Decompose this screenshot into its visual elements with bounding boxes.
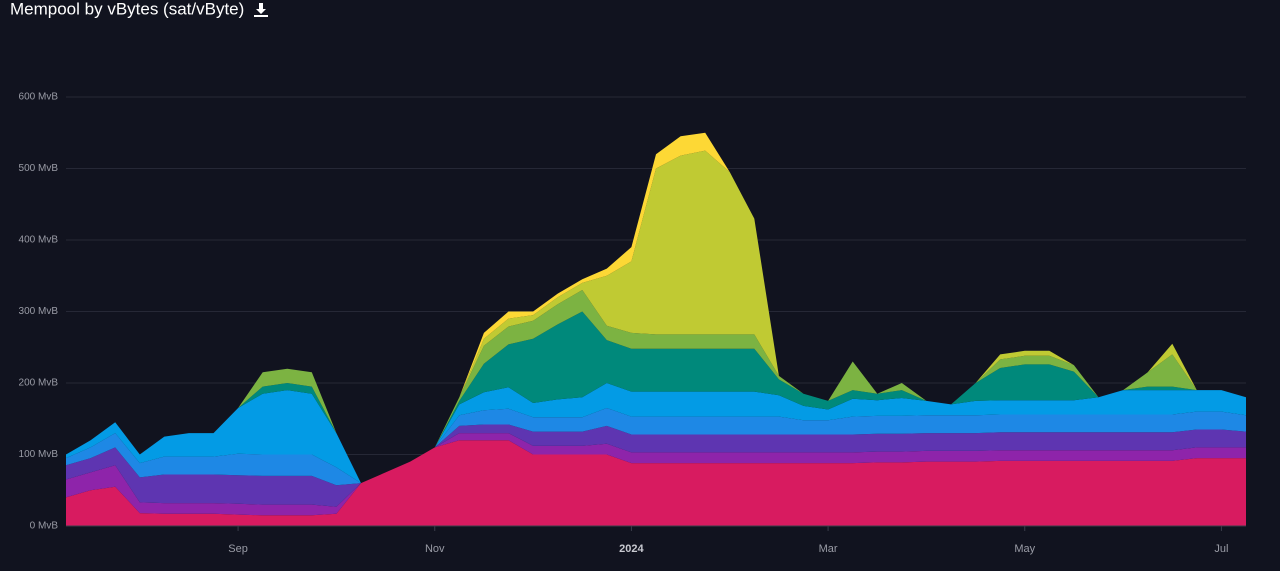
area [66, 424, 1246, 507]
x-tick-label: May [1014, 543, 1035, 555]
x-tick-label: 2024 [619, 543, 644, 555]
y-tick-label: 600 MvB [19, 92, 59, 103]
x-tick-label: Jul [1214, 543, 1228, 555]
y-tick-label: 400 MvB [19, 235, 59, 246]
chart-title: Mempool by vBytes (sat/vByte) [10, 0, 244, 18]
area [66, 383, 1246, 484]
y-tick-label: 0 MvB [30, 521, 59, 532]
area [66, 440, 1246, 526]
y-tick-label: 500 MvB [19, 163, 59, 174]
y-tick-label: 200 MvB [19, 378, 59, 389]
area [66, 408, 1246, 486]
axes: 0 MvB 100 MvB 200 MvB 300 MvB 400 MvB 500 MvB… [19, 92, 1246, 555]
download-icon[interactable] [256, 3, 266, 14]
download-button[interactable] [254, 3, 268, 17]
areas [66, 132, 1246, 526]
y-tick-label: 300 MvB [19, 306, 59, 317]
area [66, 150, 1246, 484]
x-tick-label: Sep [228, 543, 248, 555]
x-tick-label: Mar [819, 543, 838, 555]
y-tick-label: 100 MvB [19, 449, 59, 460]
area [66, 433, 1246, 516]
x-tick-label: Nov [425, 543, 445, 555]
download-icon-base[interactable] [254, 15, 268, 17]
area [66, 311, 1246, 484]
